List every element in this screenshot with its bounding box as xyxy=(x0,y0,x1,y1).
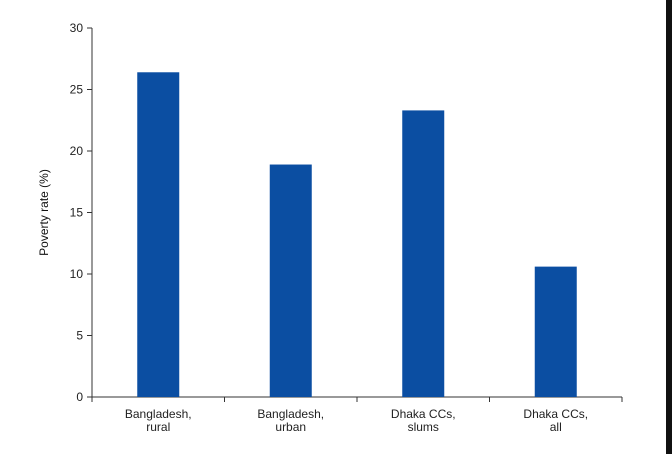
y-tick-label: 10 xyxy=(70,267,84,281)
x-tick-label: Bangladesh, urban xyxy=(257,407,324,434)
y-tick-label: 25 xyxy=(70,83,84,97)
bar xyxy=(534,266,577,397)
bar xyxy=(137,72,180,397)
y-axis-label: Poverty rate (%) xyxy=(37,169,51,256)
y-tick-label: 5 xyxy=(76,329,83,343)
bar xyxy=(402,110,445,397)
x-axis: Bangladesh, rural Bangladesh, urban Dhaka CC… xyxy=(91,396,623,434)
y-tick-label: 0 xyxy=(76,390,83,404)
x-tick-label: Dhaka CCs, slums xyxy=(391,407,456,434)
x-tick-label: Dhaka CCs, all xyxy=(523,407,588,434)
bars xyxy=(137,72,577,397)
window-edge xyxy=(666,0,672,454)
x-tick-label: Bangladesh, rural xyxy=(125,407,192,434)
y-tick-label: 15 xyxy=(70,206,84,220)
y-axis: 0 5 10 15 20 25 30 xyxy=(70,21,93,404)
y-tick-label: 20 xyxy=(70,144,84,158)
bar xyxy=(269,164,312,397)
y-tick-label: 30 xyxy=(70,21,84,35)
